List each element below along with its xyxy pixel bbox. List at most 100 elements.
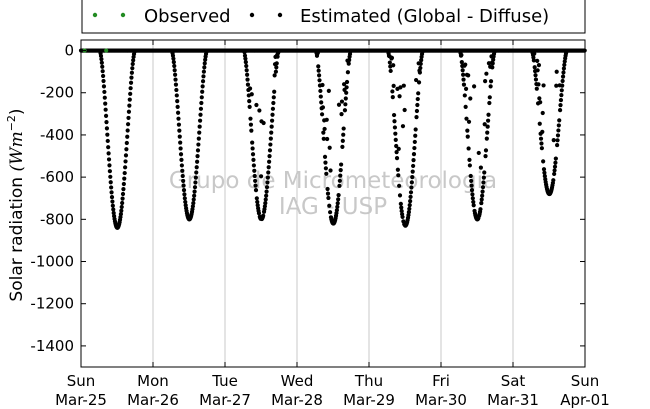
data-point [343,102,348,107]
data-point [250,140,255,145]
data-point [541,167,547,172]
data-point [122,170,127,176]
data-point [125,134,130,139]
data-point [119,204,124,210]
data-point [264,185,270,190]
y-axis-label-unit: (Wm [7,131,27,171]
data-point [178,152,184,157]
data-point [481,175,486,180]
data-point [109,195,115,200]
x-tick-label-date: Mar-30 [415,391,467,409]
data-point [460,68,465,73]
data-point [483,79,488,84]
data-point [554,69,559,74]
data-point [552,164,558,169]
data-point [468,173,473,179]
data-point [552,168,557,173]
data-point [192,193,197,198]
data-point [110,203,115,208]
data-point [195,148,201,153]
data-point [174,93,179,98]
data-point [268,142,273,147]
data-point [270,112,275,117]
data-point [461,77,466,82]
data-point [468,96,473,101]
data-point [409,185,414,190]
data-point [244,68,249,73]
data-point [478,165,483,170]
data-point [202,65,207,70]
data-point [345,70,350,75]
data-point [251,163,256,168]
data-point [556,128,561,133]
data-point [416,91,421,96]
data-point [272,89,277,94]
data-point [120,191,126,197]
data-point [275,54,280,59]
data-point [463,104,468,109]
data-point [538,100,543,105]
x-tick-label-date: Mar-29 [343,391,395,409]
data-point [123,159,128,164]
data-point [472,84,477,89]
watermark: Grupo de Micrometeorologia IAG - USP [169,168,497,220]
data-point [341,126,346,131]
data-point [416,80,422,85]
data-point [400,214,405,220]
data-point [389,55,395,60]
data-point [394,156,400,161]
data-point [535,58,540,63]
data-point [542,170,547,175]
data-point [336,102,342,107]
data-point [551,178,556,183]
data-point [322,126,327,132]
data-point [467,163,472,168]
data-point [194,165,199,170]
data-point [327,145,332,150]
data-point [328,168,333,173]
data-point [471,203,476,208]
data-point [560,83,565,88]
data-point [266,170,271,175]
data-point [104,48,109,53]
data-point [409,180,414,185]
data-point [402,107,407,113]
data-point [337,178,342,183]
data-point [341,132,346,137]
scatter-points [78,48,587,230]
data-point [482,122,487,127]
data-point [125,122,131,127]
data-point [264,193,269,198]
x-tick-label-date: Mar-31 [487,391,539,409]
data-point [408,199,413,204]
data-point [393,137,398,142]
data-point [109,190,114,195]
data-point [490,61,495,66]
data-point [464,116,469,121]
data-point [388,68,393,74]
data-point [465,134,470,139]
data-point [325,186,330,192]
data-point [339,99,345,104]
legend-estimated-marker [277,12,283,18]
data-point [407,206,412,211]
data-point [247,99,252,104]
data-point [122,176,127,181]
data-point [200,79,206,84]
y-axis-label-close: ) [7,108,27,115]
data-point [533,77,539,82]
data-point [391,63,396,68]
data-point [344,90,349,95]
data-point [323,160,328,165]
data-point [102,95,107,100]
x-tick-label-day: Tue [211,372,238,390]
data-point [120,200,125,206]
data-point [197,118,203,123]
data-point [419,58,424,63]
data-point [327,203,332,208]
data-point [328,210,333,215]
data-point [394,150,399,155]
data-point [266,165,271,170]
data-point [541,159,546,164]
data-point [486,112,491,117]
